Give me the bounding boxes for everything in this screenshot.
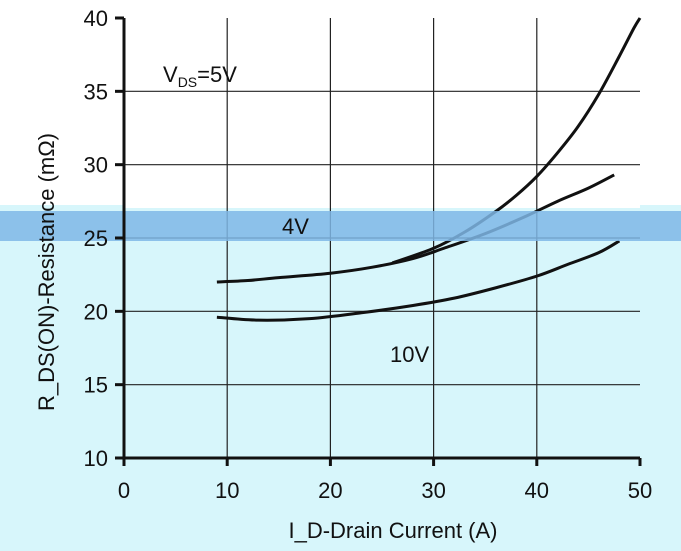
plot-background-top (124, 18, 640, 208)
axes (115, 16, 642, 466)
annotation-vds-sub: DS (178, 74, 197, 90)
annotation-vds-v: V (163, 62, 178, 87)
series-line-2 (216, 239, 621, 322)
x-tick-label: 40 (525, 478, 549, 503)
x-tick-label: 50 (628, 478, 652, 503)
y-tick-label: 15 (84, 373, 108, 398)
x-tick-label: 0 (118, 478, 130, 503)
y-tick-label: 20 (84, 299, 108, 324)
y-tick-label: 40 (84, 6, 108, 31)
x-tick-label: 10 (215, 478, 239, 503)
y-tick-labels: 10 15 20 25 30 35 40 (84, 6, 108, 471)
y-tick-label: 10 (84, 446, 108, 471)
y-tick-label: 35 (84, 79, 108, 104)
lower-background (0, 205, 681, 551)
annotation-10v: 10V (390, 342, 429, 367)
x-tick-label: 30 (421, 478, 445, 503)
x-tick-label: 20 (318, 478, 342, 503)
blue-band (0, 211, 681, 241)
y-axis-title: R_DS(ON)-Resistance (mΩ) (34, 133, 59, 411)
annotation-4v: 4V (282, 214, 309, 239)
y-tick-label: 25 (84, 226, 108, 251)
annotation-vds-rest: =5V (197, 62, 237, 87)
series-line-1 (216, 173, 615, 284)
x-axis-title: I_D-Drain Current (A) (288, 518, 497, 543)
x-tick-labels: 0 10 20 30 40 50 (118, 478, 652, 503)
annotation-vds: VDS=5V (163, 62, 237, 90)
y-tick-label: 30 (84, 153, 108, 178)
